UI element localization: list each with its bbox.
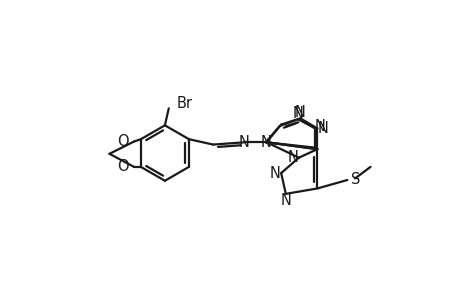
Text: N: N (280, 193, 291, 208)
Text: N: N (287, 150, 297, 165)
Text: N: N (318, 121, 328, 136)
Text: O: O (117, 159, 129, 174)
Text: O: O (117, 134, 129, 149)
Text: N: N (294, 105, 305, 120)
Text: N: N (269, 166, 280, 181)
Text: Br: Br (176, 96, 192, 111)
Text: N: N (314, 119, 325, 134)
Text: N: N (292, 106, 303, 121)
Text: N: N (261, 135, 271, 150)
Text: S: S (351, 172, 360, 188)
Text: N: N (238, 135, 249, 150)
